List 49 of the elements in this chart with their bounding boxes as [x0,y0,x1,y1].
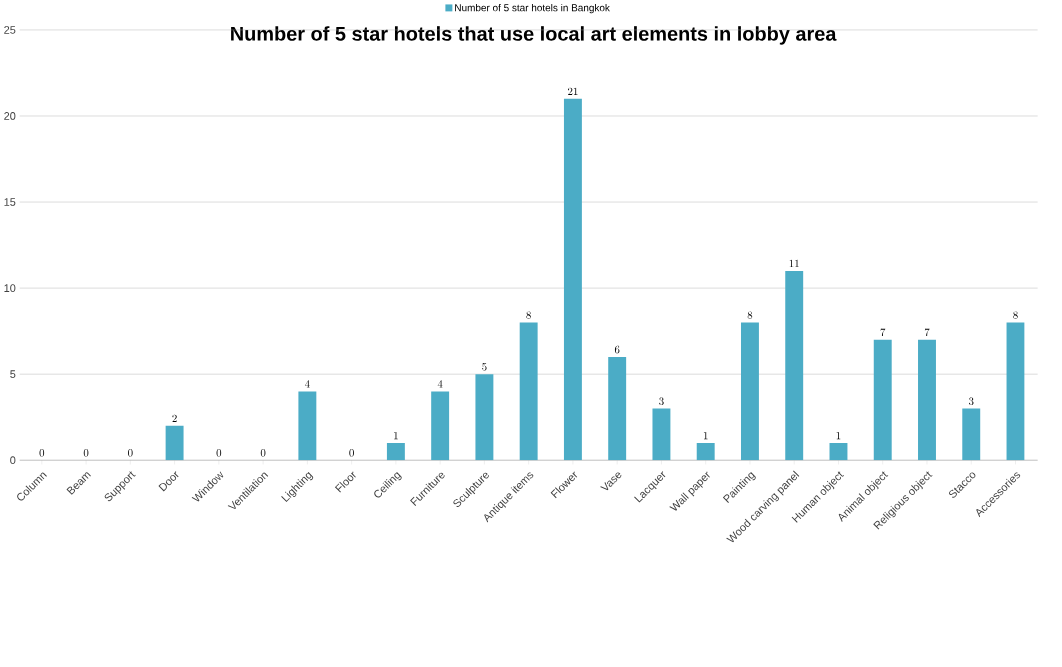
bar [696,443,715,461]
bar [431,391,450,461]
bar [785,271,804,461]
bar [740,322,759,461]
y-tick-label: 10 [4,284,16,293]
data-label: 3 [968,397,974,406]
data-label: 8 [1013,311,1018,320]
data-label: 3 [659,397,664,406]
bar [165,425,184,461]
bar [298,391,317,461]
x-tick-label: Vase [600,472,622,491]
bar [873,339,892,461]
data-label: 4 [437,380,443,388]
data-label: 0 [216,449,222,457]
data-label: 7 [880,328,886,337]
bar [475,374,494,461]
data-label: 0 [83,449,89,457]
bar [918,339,936,461]
data-label: 8 [747,311,753,320]
bar [829,443,848,461]
data-label: 8 [526,311,531,320]
bar [563,98,582,461]
data-label: 1 [836,432,841,440]
y-tick-label: 5 [10,370,16,379]
bar [652,408,671,461]
data-label: 5 [482,363,487,371]
bar [608,357,627,461]
data-label: 21 [568,87,578,96]
data-label: 0 [128,449,133,457]
data-label: 1 [703,432,708,440]
data-label: 0 [349,449,354,457]
data-label: 7 [924,328,930,337]
bar [1006,322,1025,461]
bar [962,408,981,461]
data-label: 0 [39,449,45,457]
data-label: 6 [614,345,620,354]
y-tick-label: 25 [4,26,16,34]
bar [386,443,405,461]
y-tick-label: 15 [4,198,16,206]
data-label: 2 [172,414,177,423]
y-tick-label: 20 [4,112,16,120]
data-label: 0 [260,449,266,457]
data-label: 1 [394,432,398,440]
chart-title: Number of 5 star hotels that use local art elements in lobby area [231,26,837,45]
data-label: 11 [789,259,799,268]
legend-label: Number of 5 star hotels in Bangkok [455,4,610,14]
data-label: 4 [304,380,310,388]
bar [519,322,538,461]
y-tick-label: 0 [10,456,16,465]
